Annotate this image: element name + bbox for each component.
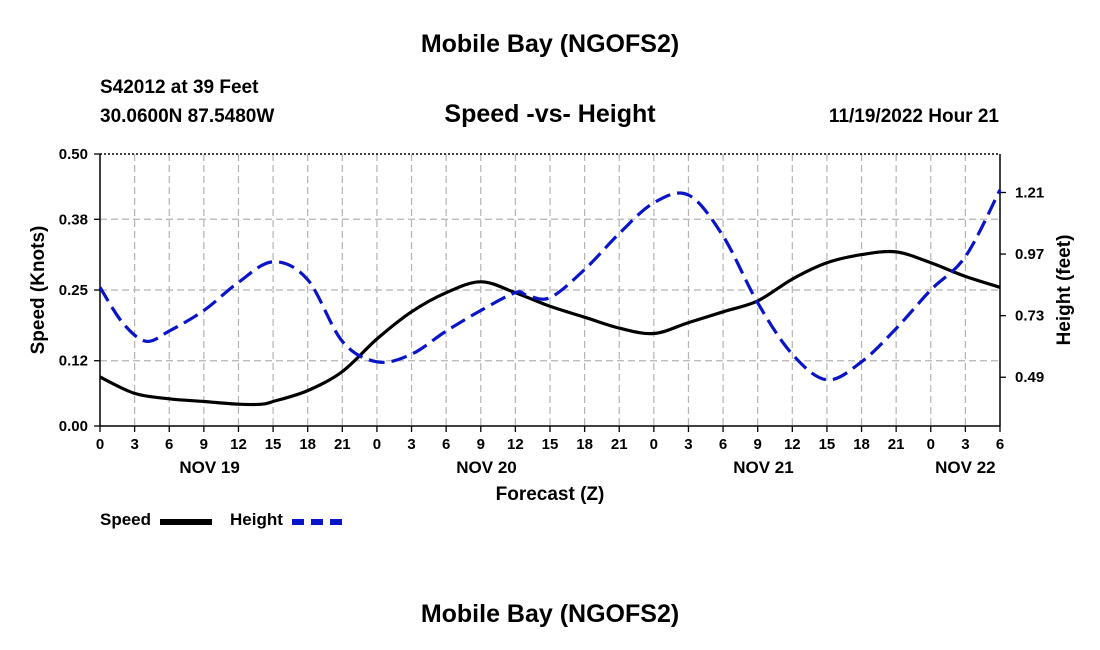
station-label: S42012 at 39 Feet [100, 77, 259, 98]
x-tick-label: 0 [927, 436, 935, 453]
x-tick-label: 3 [130, 436, 138, 453]
y-tick-label: 0.12 [59, 353, 88, 370]
series-line-speed [99, 249, 1001, 407]
coordinates-label: 30.0600N 87.5480W [100, 106, 275, 127]
x-tick-label: 18 [853, 436, 870, 453]
x-tick-label: 6 [996, 436, 1004, 453]
x-tick-label: 9 [477, 436, 485, 453]
legend-height-label: Height [230, 510, 283, 529]
x-tick-label: 0 [96, 436, 104, 453]
chart-title: Mobile Bay (NGOFS2) [420, 30, 680, 58]
x-tick-label: 15 [542, 436, 559, 453]
x-tick-label: 21 [334, 436, 351, 453]
x-tick-label: 12 [784, 436, 801, 453]
x-tick-label: 9 [200, 436, 208, 453]
x-tick-label: 12 [230, 436, 247, 453]
chart-subtitle: Speed -vs- Height [444, 100, 656, 128]
x-tick-label: 15 [265, 436, 282, 453]
x-tick-label: 0 [650, 436, 658, 453]
y2-tick-label: 0.97 [1015, 246, 1044, 263]
x-tick-label: 6 [719, 436, 727, 453]
speed-height-chart: 0 3 6 9 12 15 18 21 0 3 6 9 12 15 18 21 0 3 6 9 12 15 18 21 0 3 6N… [28, 146, 1075, 505]
x-tick-label: 21 [888, 436, 905, 453]
x-tick-label: 3 [961, 436, 969, 453]
y-axis-title: Speed (Knots) [28, 226, 49, 355]
run-time-label: 11/19/2022 Hour 21 [828, 106, 999, 127]
x-tick-label: 12 [507, 436, 524, 453]
x-tick-label: 6 [442, 436, 450, 453]
x-tick-label: 3 [684, 436, 692, 453]
legend-speed-label: Speed [100, 510, 152, 529]
y-tick-label: 0.00 [59, 418, 88, 435]
y2-tick-label: 0.73 [1015, 308, 1044, 325]
x-axis-title: Forecast (Z) [496, 484, 605, 505]
x-tick-label: 18 [299, 436, 316, 453]
y2-tick-label: 0.49 [1015, 369, 1044, 386]
x-tick-label: 15 [819, 436, 836, 453]
x-day-label: NOV 22 [935, 458, 995, 477]
x-day-label: NOV 21 [733, 458, 793, 477]
x-tick-label: 18 [576, 436, 593, 453]
footer-title: Mobile Bay (NGOFS2) [420, 600, 680, 628]
legend-speed-swatch [160, 519, 212, 525]
y2-axis-title: Height (feet) [1054, 235, 1075, 346]
x-tick-label: 3 [407, 436, 415, 453]
x-tick-label: 0 [373, 436, 381, 453]
legend-height-swatch [292, 519, 342, 525]
x-tick-label: 6 [165, 436, 173, 453]
x-tick-label: 9 [754, 436, 762, 453]
series-line-height [98, 189, 1002, 382]
y-tick-label: 0.38 [59, 211, 88, 228]
x-tick-label: 21 [611, 436, 628, 453]
x-day-label: NOV 20 [456, 458, 516, 477]
y-tick-label: 0.50 [59, 146, 88, 163]
y-tick-label: 0.25 [59, 282, 88, 299]
x-day-label: NOV 19 [179, 458, 239, 477]
y2-tick-label: 1.21 [1015, 184, 1044, 201]
